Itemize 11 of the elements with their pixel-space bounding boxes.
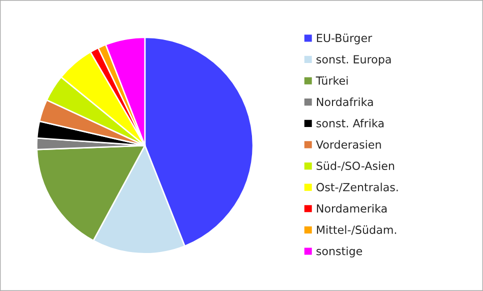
legend-label: sonst. Afrika: [316, 118, 384, 128]
legend-label: sonstige: [316, 246, 362, 258]
legend-label: Mittel-/Südam.: [316, 225, 396, 235]
legend-label: Türkei: [316, 76, 348, 85]
legend-label: Vorderasien: [316, 140, 381, 149]
legend-label: EU-Bürger: [316, 34, 372, 44]
legend-label: sonst. Europa: [316, 55, 391, 66]
legend-label: Süd-/SO-Asien: [316, 161, 394, 171]
legend-label: Ost-/Zentralas.: [316, 182, 398, 192]
legend-label: Nordamerika: [316, 204, 387, 213]
legend-label: Nordafrika: [316, 98, 373, 106]
